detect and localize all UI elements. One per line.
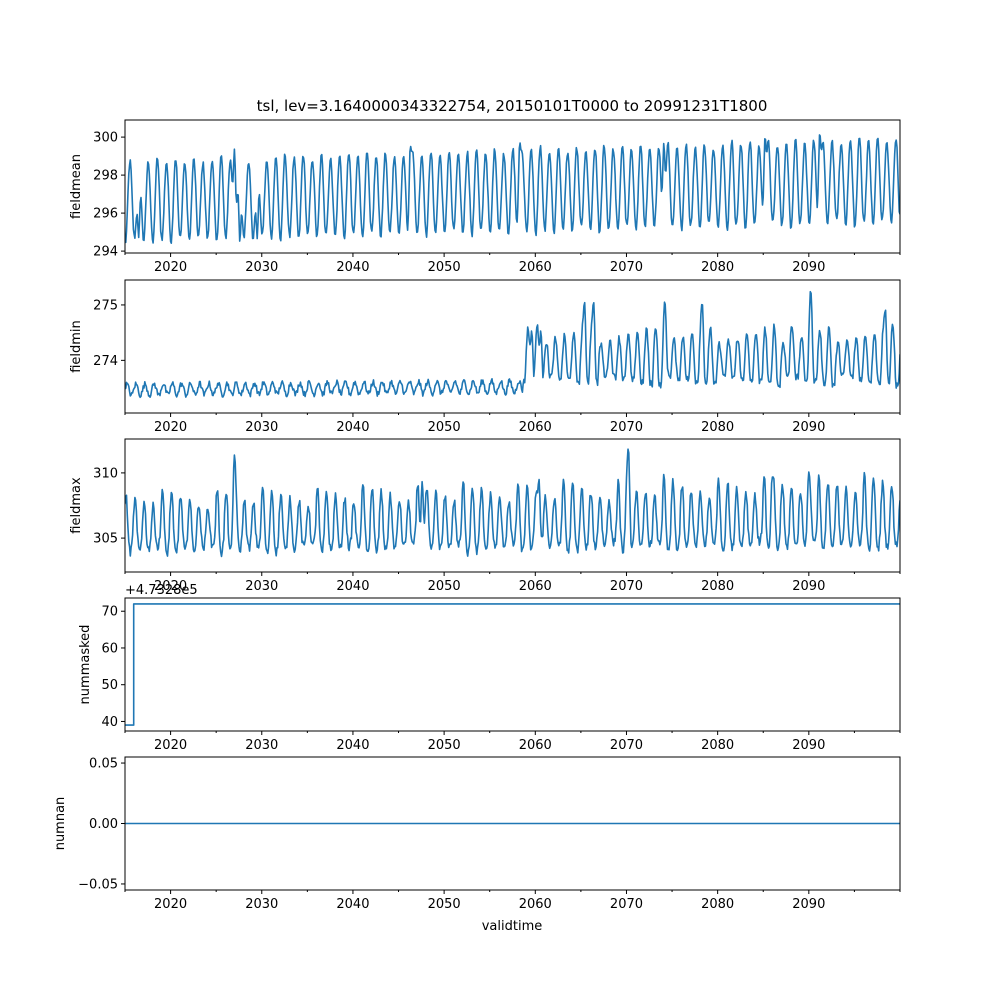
x-axis-label: validtime xyxy=(482,919,543,934)
fieldmax-x-tick-label: 2050 xyxy=(428,579,461,594)
panel-nummasked: 2020 2030 2040 2050 2060 2070 2080 2090 40 50 60 70… xyxy=(78,583,901,753)
numnan-x-tick-label: 2090 xyxy=(792,897,825,912)
nummasked-x-tick-label: 2040 xyxy=(336,738,369,753)
numnan-x-tick-label: 2040 xyxy=(336,897,369,912)
fieldmean-y-axis-label: fieldmean xyxy=(69,154,84,219)
panel-fieldmax: 2020 2030 2040 2050 2060 2070 2080 2090 305 310 fi… xyxy=(69,438,901,594)
nummasked-x-tick-label: 2030 xyxy=(245,738,278,753)
fieldmin-x-tick-label: 2050 xyxy=(428,420,461,435)
fieldmean-series-line xyxy=(125,134,900,244)
nummasked-y-tick-label: 50 xyxy=(101,678,118,693)
fieldmean-x-tick-label: 2050 xyxy=(428,260,461,275)
fieldmax-x-tick-label: 2080 xyxy=(701,579,734,594)
nummasked-x-tick-label: 2090 xyxy=(792,738,825,753)
fieldmean-axes-frame xyxy=(124,119,901,254)
nummasked-series-line xyxy=(125,603,900,726)
numnan-y-tick-label: 0.00 xyxy=(89,817,118,832)
fieldmax-axes-frame xyxy=(124,438,901,573)
fieldmax-y-tick-label: 305 xyxy=(93,532,118,547)
fieldmean-x-tick-label: 2090 xyxy=(792,260,825,275)
numnan-y-axis-label: numnan xyxy=(53,797,68,851)
nummasked-x-tick-label: 2060 xyxy=(519,738,552,753)
nummasked-axes-frame xyxy=(124,597,901,732)
fieldmin-x-tick-label: 2080 xyxy=(701,420,734,435)
fieldmax-x-tick-label: 2060 xyxy=(519,579,552,594)
numnan-x-tick-label: 2020 xyxy=(154,897,187,912)
fieldmax-y-tick-label: 310 xyxy=(93,466,118,481)
fieldmin-y-tick-label: 274 xyxy=(93,354,118,369)
fieldmin-y-tick-label: 275 xyxy=(93,298,118,313)
fieldmin-series-line xyxy=(125,290,900,399)
fieldmin-x-tick-label: 2090 xyxy=(792,420,825,435)
fieldmin-x-tick-label: 2030 xyxy=(245,420,278,435)
fieldmax-x-tick-label: 2040 xyxy=(336,579,369,594)
numnan-y-tick-label: −0.05 xyxy=(78,877,118,892)
fieldmin-axes-frame xyxy=(124,279,901,414)
fieldmax-x-tick-label: 2020 xyxy=(154,579,187,594)
fieldmean-x-tick-label: 2020 xyxy=(154,260,187,275)
numnan-x-tick-label: 2030 xyxy=(245,897,278,912)
fieldmean-y-tick-label: 294 xyxy=(93,245,118,260)
numnan-x-tick-label: 2060 xyxy=(519,897,552,912)
fieldmean-x-tick-label: 2060 xyxy=(519,260,552,275)
numnan-x-tick-label: 2080 xyxy=(701,897,734,912)
nummasked-x-tick-label: 2020 xyxy=(154,738,187,753)
panel-numnan: 2020 2030 2040 2050 2060 2070 2080 2090 −0.05 0.0… xyxy=(53,756,901,912)
chart-title: tsl, lev=3.1640000343322754, 20150101T00… xyxy=(257,97,768,115)
fieldmin-x-tick-label: 2060 xyxy=(519,420,552,435)
fieldmin-y-axis-label: fieldmin xyxy=(69,320,84,373)
nummasked-offset-label: +4.7328e5 xyxy=(125,583,198,598)
fieldmean-x-tick-label: 2080 xyxy=(701,260,734,275)
fieldmin-x-tick-label: 2070 xyxy=(610,420,643,435)
nummasked-x-tick-label: 2070 xyxy=(610,738,643,753)
fieldmax-y-axis-label: fieldmax xyxy=(69,477,84,534)
numnan-x-tick-label: 2070 xyxy=(610,897,643,912)
fieldmax-x-tick-label: 2030 xyxy=(245,579,278,594)
fieldmean-x-tick-label: 2030 xyxy=(245,260,278,275)
nummasked-y-tick-label: 40 xyxy=(101,715,118,730)
fieldmax-series-line xyxy=(125,448,900,558)
fieldmax-x-tick-label: 2090 xyxy=(792,579,825,594)
nummasked-y-tick-label: 60 xyxy=(101,641,118,656)
fieldmean-y-tick-label: 300 xyxy=(93,131,118,146)
nummasked-y-tick-label: 70 xyxy=(101,605,118,620)
fieldmean-y-tick-label: 298 xyxy=(93,169,118,184)
fieldmin-x-tick-label: 2040 xyxy=(336,420,369,435)
nummasked-x-tick-label: 2080 xyxy=(701,738,734,753)
fieldmean-x-tick-label: 2070 xyxy=(610,260,643,275)
numnan-y-tick-label: 0.05 xyxy=(89,757,118,772)
fieldmin-x-tick-label: 2020 xyxy=(154,420,187,435)
numnan-x-tick-label: 2050 xyxy=(428,897,461,912)
panel-fieldmean: 2020 2030 2040 2050 2060 2070 2080 2090 294 296 29… xyxy=(69,119,901,275)
fieldmean-y-tick-label: 296 xyxy=(93,207,118,222)
panel-fieldmin: 2020 2030 2040 2050 2060 2070 2080 2090 274 275 fi… xyxy=(69,279,901,435)
fieldmax-x-tick-label: 2070 xyxy=(610,579,643,594)
fieldmean-x-tick-label: 2040 xyxy=(336,260,369,275)
nummasked-y-axis-label: nummasked xyxy=(78,625,93,705)
nummasked-x-tick-label: 2050 xyxy=(428,738,461,753)
